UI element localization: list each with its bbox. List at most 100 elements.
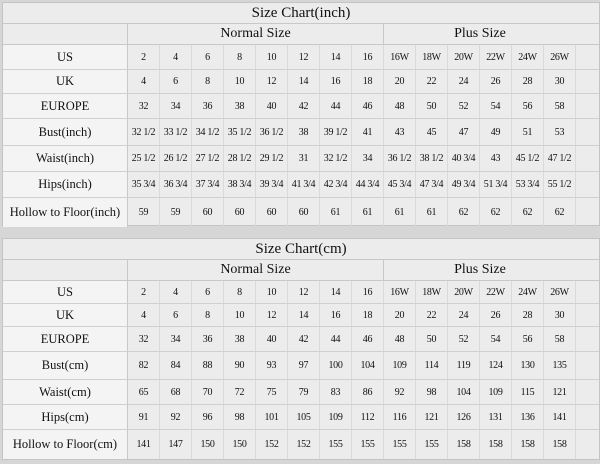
table-cell: 91 [128, 405, 160, 429]
table-cell: 79 [288, 380, 320, 404]
header-blank [3, 260, 128, 280]
table-cell: 47 [448, 119, 480, 145]
table-row: UK 4 6 8 10 12 14 16 18 20 22 24 26 28 30 [3, 70, 599, 94]
table-cell: 46 [352, 327, 384, 351]
table-cell: 60 [288, 198, 320, 227]
table-cell: 121 [544, 380, 576, 404]
table-cell: 92 [384, 380, 416, 404]
table-row: Hips(cm) 91 92 96 98 101 105 109 112 116 121 126 131… [3, 405, 599, 430]
table-cell: 84 [160, 352, 192, 379]
table-cell: 46 [352, 94, 384, 118]
table-cell: 44 [320, 94, 352, 118]
table-cell: 35 3/4 [128, 172, 160, 197]
table-row: Hollow to Floor(cm) 141 147 150 150 152 152 155… [3, 430, 599, 459]
table-cell: 6 [160, 304, 192, 326]
row-filler [576, 304, 599, 326]
table-cell: 8 [224, 281, 256, 303]
table-cell: 12 [288, 281, 320, 303]
table-cell: 16 [352, 45, 384, 69]
table-cell: 131 [480, 405, 512, 429]
table-cell: 48 [384, 94, 416, 118]
table-cell: 43 [480, 146, 512, 171]
table-cell: 24 [448, 70, 480, 93]
table-cell: 60 [224, 198, 256, 227]
table-cell: 34 [160, 94, 192, 118]
table-cell: 114 [416, 352, 448, 379]
table-cell: 61 [416, 198, 448, 227]
table-cell: 26 1/2 [160, 146, 192, 171]
table-cell: 83 [320, 380, 352, 404]
table-cell: 22W [480, 281, 512, 303]
table-cell: 155 [320, 430, 352, 459]
row-label: US [3, 281, 128, 303]
table-cell: 37 3/4 [192, 172, 224, 197]
table-cell: 92 [160, 405, 192, 429]
table-cell: 26 [480, 70, 512, 93]
table-cell: 135 [544, 352, 576, 379]
table-cell: 28 [512, 70, 544, 93]
table-cell: 62 [448, 198, 480, 227]
table-cell: 105 [288, 405, 320, 429]
table-row: Hollow to Floor(inch) 59 59 60 60 60 60 61 61 61 6… [3, 198, 599, 227]
row-label: US [3, 45, 128, 69]
table-cell: 155 [416, 430, 448, 459]
table-cell: 124 [480, 352, 512, 379]
table-cell: 158 [448, 430, 480, 459]
table-cell: 62 [544, 198, 576, 227]
table-cell: 29 1/2 [256, 146, 288, 171]
table-cell: 101 [256, 405, 288, 429]
table-cell: 60 [256, 198, 288, 227]
table-cell: 104 [352, 352, 384, 379]
table-cell: 34 [352, 146, 384, 171]
table-cell: 12 [256, 70, 288, 93]
table-cell: 28 [512, 304, 544, 326]
table-cell: 32 1/2 [320, 146, 352, 171]
chart-title: Size Chart(inch) [3, 3, 599, 24]
table-cell: 33 1/2 [160, 119, 192, 145]
table-cell: 141 [128, 430, 160, 459]
table-cell: 42 [288, 327, 320, 351]
table-cell: 60 [192, 198, 224, 227]
table-cell: 44 [320, 327, 352, 351]
table-cell: 22 [416, 304, 448, 326]
table-row: Waist(inch) 25 1/2 26 1/2 27 1/2 28 1/2 29 1/… [3, 146, 599, 172]
table-cell: 36 3/4 [160, 172, 192, 197]
row-filler [576, 380, 599, 404]
table-cell: 38 [224, 94, 256, 118]
row-filler [576, 198, 599, 227]
table-cell: 36 1/2 [384, 146, 416, 171]
table-cell: 4 [160, 281, 192, 303]
table-cell: 54 [480, 327, 512, 351]
table-cell: 39 3/4 [256, 172, 288, 197]
table-cell: 51 3/4 [480, 172, 512, 197]
table-cell: 18 [352, 70, 384, 93]
table-cell: 72 [224, 380, 256, 404]
table-cell: 158 [480, 430, 512, 459]
table-cell: 26W [544, 45, 576, 69]
table-cell: 32 [128, 94, 160, 118]
table-cell: 18W [416, 281, 448, 303]
table-cell: 34 [160, 327, 192, 351]
row-label: Waist(cm) [3, 380, 128, 404]
table-cell: 147 [160, 430, 192, 459]
table-cell: 2 [128, 281, 160, 303]
table-cell: 41 [352, 119, 384, 145]
table-cell: 141 [544, 405, 576, 429]
row-filler [576, 172, 599, 197]
table-cell: 53 3/4 [512, 172, 544, 197]
table-cell: 56 [512, 327, 544, 351]
table-cell: 40 [256, 327, 288, 351]
table-cell: 97 [288, 352, 320, 379]
table-cell: 6 [192, 281, 224, 303]
row-label: Hollow to Floor(cm) [3, 430, 128, 459]
table-cell: 130 [512, 352, 544, 379]
row-label: EUROPE [3, 94, 128, 118]
table-cell: 54 [480, 94, 512, 118]
table-row: US 2 4 6 8 10 12 14 16 16W 18W 20W 22W 24W 26W [3, 281, 599, 304]
table-cell: 116 [384, 405, 416, 429]
table-row: Bust(cm) 82 84 88 90 93 97 100 104 109 114 119 124 13… [3, 352, 599, 380]
table-cell: 47 1/2 [544, 146, 576, 171]
table-cell: 112 [352, 405, 384, 429]
table-row: EUROPE 32 34 36 38 40 42 44 46 48 50 52 54 56 58 [3, 94, 599, 119]
table-cell: 136 [512, 405, 544, 429]
